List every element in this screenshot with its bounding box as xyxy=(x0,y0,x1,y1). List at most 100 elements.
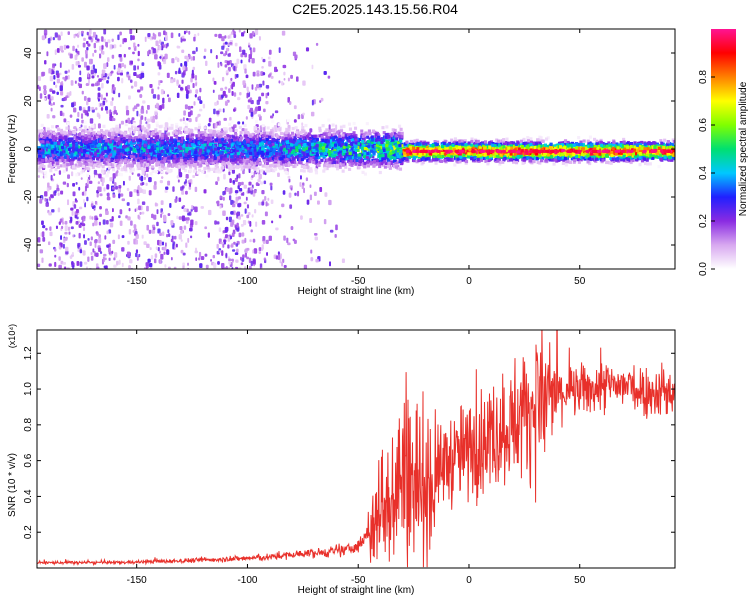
heatmap-cell xyxy=(182,65,186,71)
heatmap-cell xyxy=(244,266,247,269)
heatmap-cell xyxy=(86,101,89,106)
heatmap-cell xyxy=(88,58,93,65)
heatmap-cell xyxy=(60,90,64,96)
heatmap-cell xyxy=(166,146,170,150)
heatmap-cell xyxy=(63,140,67,145)
heatmap-cell xyxy=(144,36,147,42)
heatmap-cell xyxy=(64,266,67,269)
heatmap-cell xyxy=(39,146,43,150)
heatmap-cell xyxy=(74,80,77,84)
heatmap-cell xyxy=(125,119,128,124)
heatmap-cell xyxy=(196,171,200,175)
heatmap-cell xyxy=(248,168,251,174)
heatmap-cell xyxy=(216,221,220,225)
heatmap-cell xyxy=(328,153,332,157)
heatmap-cell xyxy=(159,250,162,254)
heatmap-cell xyxy=(241,257,245,262)
heatmap-cell xyxy=(234,190,239,194)
heatmap-cell xyxy=(368,137,372,141)
heatmap-cell xyxy=(128,95,131,100)
heatmap-cell xyxy=(52,90,56,94)
heatmap-cell xyxy=(94,220,98,226)
heatmap-cell xyxy=(160,152,164,156)
heatmap-cell xyxy=(339,159,343,163)
heatmap-cell xyxy=(185,242,188,248)
heatmap-cell xyxy=(264,211,268,217)
heatmap-cell xyxy=(227,266,231,269)
heatmap-cell xyxy=(105,44,108,48)
heatmap-cell xyxy=(49,75,54,82)
heatmap-cell xyxy=(121,235,125,239)
heatmap-cell xyxy=(67,226,71,231)
heatmap-cell xyxy=(351,153,355,157)
heatmap-cell xyxy=(253,248,258,254)
heatmap-cell xyxy=(128,142,132,147)
heatmap-cell xyxy=(175,56,178,61)
heatmap-cell xyxy=(167,233,171,237)
heatmap-cell xyxy=(158,79,161,86)
heatmap-cell xyxy=(105,99,108,103)
heatmap-cell xyxy=(242,49,246,55)
heatmap-cell xyxy=(43,97,46,101)
heatmap-cell xyxy=(186,217,190,221)
heatmap-cell xyxy=(218,120,221,126)
heatmap-cell xyxy=(119,72,123,76)
heatmap-cell xyxy=(341,169,345,173)
heatmap-cell xyxy=(113,109,117,114)
heatmap-cell xyxy=(78,77,82,82)
heatmap-cell xyxy=(77,248,80,252)
heatmap-cell xyxy=(375,159,379,163)
heatmap-cell xyxy=(274,66,278,73)
spectrogram-heatmap xyxy=(37,29,675,269)
heatmap-cell xyxy=(261,201,265,206)
heatmap-cell xyxy=(52,37,55,41)
heatmap-cell xyxy=(226,72,228,76)
heatmap-cell xyxy=(176,215,179,220)
heatmap-cell xyxy=(71,171,74,177)
heatmap-cell xyxy=(304,131,308,135)
heatmap-cell xyxy=(56,165,60,169)
heatmap-cell xyxy=(158,130,162,134)
heatmap-cell xyxy=(302,112,305,116)
heatmap-cell xyxy=(131,125,134,131)
heatmap-cell xyxy=(180,249,184,254)
heatmap-cell xyxy=(188,182,191,188)
heatmap-cell xyxy=(153,181,157,186)
heatmap-cell xyxy=(72,234,75,238)
heatmap-cell xyxy=(100,155,104,159)
heatmap-cell xyxy=(261,190,265,195)
heatmap-cell xyxy=(93,42,96,49)
heatmap-cell xyxy=(68,231,71,235)
heatmap-cell xyxy=(265,92,268,99)
heatmap-cell xyxy=(136,189,139,194)
heatmap-cell xyxy=(250,229,253,233)
heatmap-cell xyxy=(186,56,189,63)
heatmap-cell xyxy=(230,120,234,124)
heatmap-cell xyxy=(128,229,132,235)
heatmap-cell xyxy=(230,77,233,82)
heatmap-cell xyxy=(335,161,339,165)
heatmap-cell xyxy=(133,71,137,77)
heatmap-cell xyxy=(109,109,112,115)
heatmap-cell xyxy=(121,150,125,155)
heatmap-cell xyxy=(157,94,160,100)
heatmap-cell xyxy=(109,116,113,121)
heatmap-cell xyxy=(118,54,122,58)
heatmap-cell xyxy=(242,191,245,196)
heatmap-cell xyxy=(248,54,252,59)
heatmap-cell xyxy=(72,182,75,187)
heatmap-cell xyxy=(70,216,73,222)
heatmap-cell xyxy=(294,192,297,196)
heatmap-cell xyxy=(102,177,105,183)
heatmap-cell xyxy=(140,115,144,120)
heatmap-cell xyxy=(142,189,146,195)
heatmap-cell xyxy=(57,128,61,132)
heatmap-cell xyxy=(149,160,153,164)
heatmap-cell xyxy=(37,76,41,81)
heatmap-cell xyxy=(139,149,143,153)
heatmap-cell xyxy=(97,123,101,129)
heatmap-cell xyxy=(63,96,67,101)
heatmap-cell xyxy=(147,118,151,123)
heatmap-cell xyxy=(179,230,184,234)
heatmap-cell xyxy=(255,106,259,112)
